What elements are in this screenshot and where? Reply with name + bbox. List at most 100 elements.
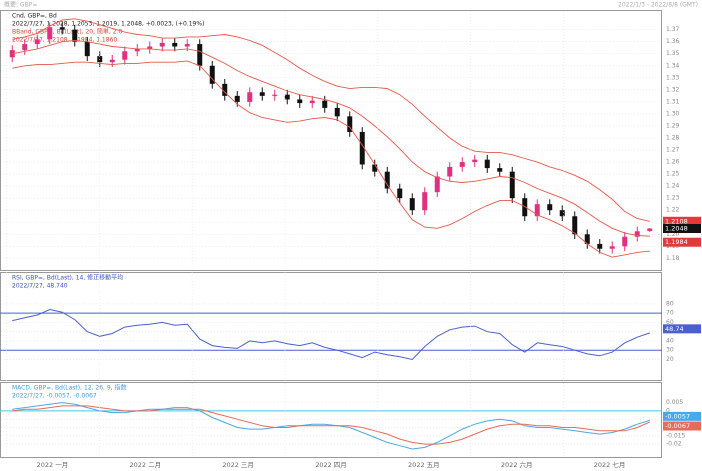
y-tick-label: 1.28	[666, 134, 680, 141]
bollinger-lower	[12, 60, 650, 258]
candle-body	[297, 99, 303, 104]
legend-text: BBand, GBP=, Bd(Last), 20, 簡単, 2.0	[12, 28, 122, 36]
value-label: 1.2108	[665, 217, 688, 225]
candle-body	[72, 29, 78, 42]
candle-body	[234, 95, 240, 102]
indicator-line	[12, 308, 650, 361]
value-box	[663, 411, 701, 421]
candle-body	[384, 171, 390, 189]
candle-body	[609, 246, 615, 249]
candle-body	[209, 65, 215, 84]
legend-text: 2022/7/27, 48.740	[12, 283, 68, 290]
candle-body	[47, 27, 53, 40]
candle-body	[634, 231, 640, 237]
x-tick-label: 2022 四月	[315, 461, 347, 469]
candle-body	[347, 116, 353, 132]
candle-body	[484, 159, 490, 169]
candle-body	[22, 44, 28, 51]
y-tick-label: 1.26	[666, 159, 680, 166]
candle-body	[9, 50, 15, 58]
candle-body	[397, 188, 403, 199]
legend-text: RSI, GBP=, Bd(Last), 14, 修正移動平均	[12, 274, 123, 282]
y-tick-label: 1.22	[666, 207, 680, 214]
x-tick-label: 2022 三月	[222, 461, 254, 469]
candle-body	[59, 27, 65, 30]
bollinger-upper	[12, 18, 650, 222]
y-tick-label: 1.37	[666, 26, 680, 33]
x-tick-label: 2022 一月	[37, 461, 69, 469]
y-tick-label: -0.02	[666, 441, 682, 448]
y-tick-label: 1.34	[666, 62, 680, 69]
candle-body	[547, 204, 553, 211]
y-tick-label: 20	[666, 356, 674, 363]
candle-body	[559, 210, 565, 217]
candle-body	[284, 94, 290, 100]
candle-body	[534, 204, 540, 217]
y-tick-label: 1.29	[666, 122, 680, 129]
y-tick-label: 0	[666, 407, 670, 414]
candle-body	[372, 164, 378, 172]
x-tick-label: 2022 七月	[594, 460, 626, 469]
value-label: -0.0067	[665, 422, 690, 430]
y-tick-label: 60	[666, 319, 674, 326]
candle-body	[584, 234, 590, 244]
y-tick-label: 1.18	[666, 255, 680, 262]
value-box	[663, 224, 701, 234]
legend-text: Cnd, GBP=, Bd	[12, 13, 57, 20]
y-tick-label: -0.015	[666, 432, 686, 439]
candle-body	[84, 41, 90, 57]
legend-text: MACD, GBP=, Bd(Last), 12, 26, 9, 指数	[12, 384, 126, 392]
candle-body	[197, 44, 203, 66]
candle-body	[147, 46, 153, 49]
x-tick-label: 2022 二月	[129, 461, 161, 469]
y-tick-label: 1.35	[666, 50, 680, 57]
candle-body	[359, 131, 365, 165]
candle-body	[459, 162, 465, 167]
candle-body	[159, 42, 165, 47]
candle-body	[447, 166, 453, 177]
candle-body	[172, 42, 178, 47]
candle-body	[247, 92, 253, 102]
candle-body	[34, 39, 40, 45]
candle-body	[109, 59, 115, 63]
macd-panel	[0, 382, 662, 458]
candle-body	[647, 228, 653, 231]
candle-body	[134, 48, 140, 52]
y-tick-label: 1.23	[666, 195, 680, 202]
value-label: 1.1984	[665, 238, 688, 246]
bollinger-middle	[12, 40, 650, 237]
candle-body	[597, 243, 603, 249]
candle-body	[272, 94, 278, 96]
header-left: 概要: GBP=	[4, 1, 37, 9]
candle-body	[184, 44, 190, 47]
candle-body	[322, 100, 328, 108]
y-tick-label: 1.27	[666, 147, 680, 154]
value-label: -0.0057	[665, 412, 690, 420]
candle-body	[309, 100, 315, 104]
y-tick-label: 40	[666, 337, 674, 344]
header-right: 2022/1/3 - 2022/8/8 (GMT)	[618, 2, 698, 9]
value-box	[663, 237, 701, 247]
y-tick-label: 0.005	[666, 399, 683, 406]
y-tick-label: 80	[666, 300, 674, 307]
legend-text: 2022/7/27, -0.0057, -0.0067	[12, 393, 97, 400]
y-tick-label: 1.32	[666, 86, 680, 93]
y-tick-label: 1.25	[666, 171, 680, 178]
y-tick-label: 1.33	[666, 74, 680, 81]
indicator-line	[12, 402, 650, 450]
value-box	[663, 216, 701, 226]
candle-body	[409, 198, 415, 211]
y-tick-label: 1.31	[666, 98, 680, 105]
y-tick-label: 1.20	[666, 231, 680, 238]
candle-body	[434, 176, 440, 193]
candle-body	[622, 236, 628, 247]
price-panel	[0, 10, 662, 271]
y-tick-label: 1.24	[666, 183, 680, 190]
candle-body	[572, 216, 578, 235]
rsi-panel	[0, 272, 662, 381]
y-tick-label: 30	[666, 347, 674, 354]
candle-body	[522, 198, 528, 217]
x-tick-label: 2022 六月	[501, 460, 533, 469]
